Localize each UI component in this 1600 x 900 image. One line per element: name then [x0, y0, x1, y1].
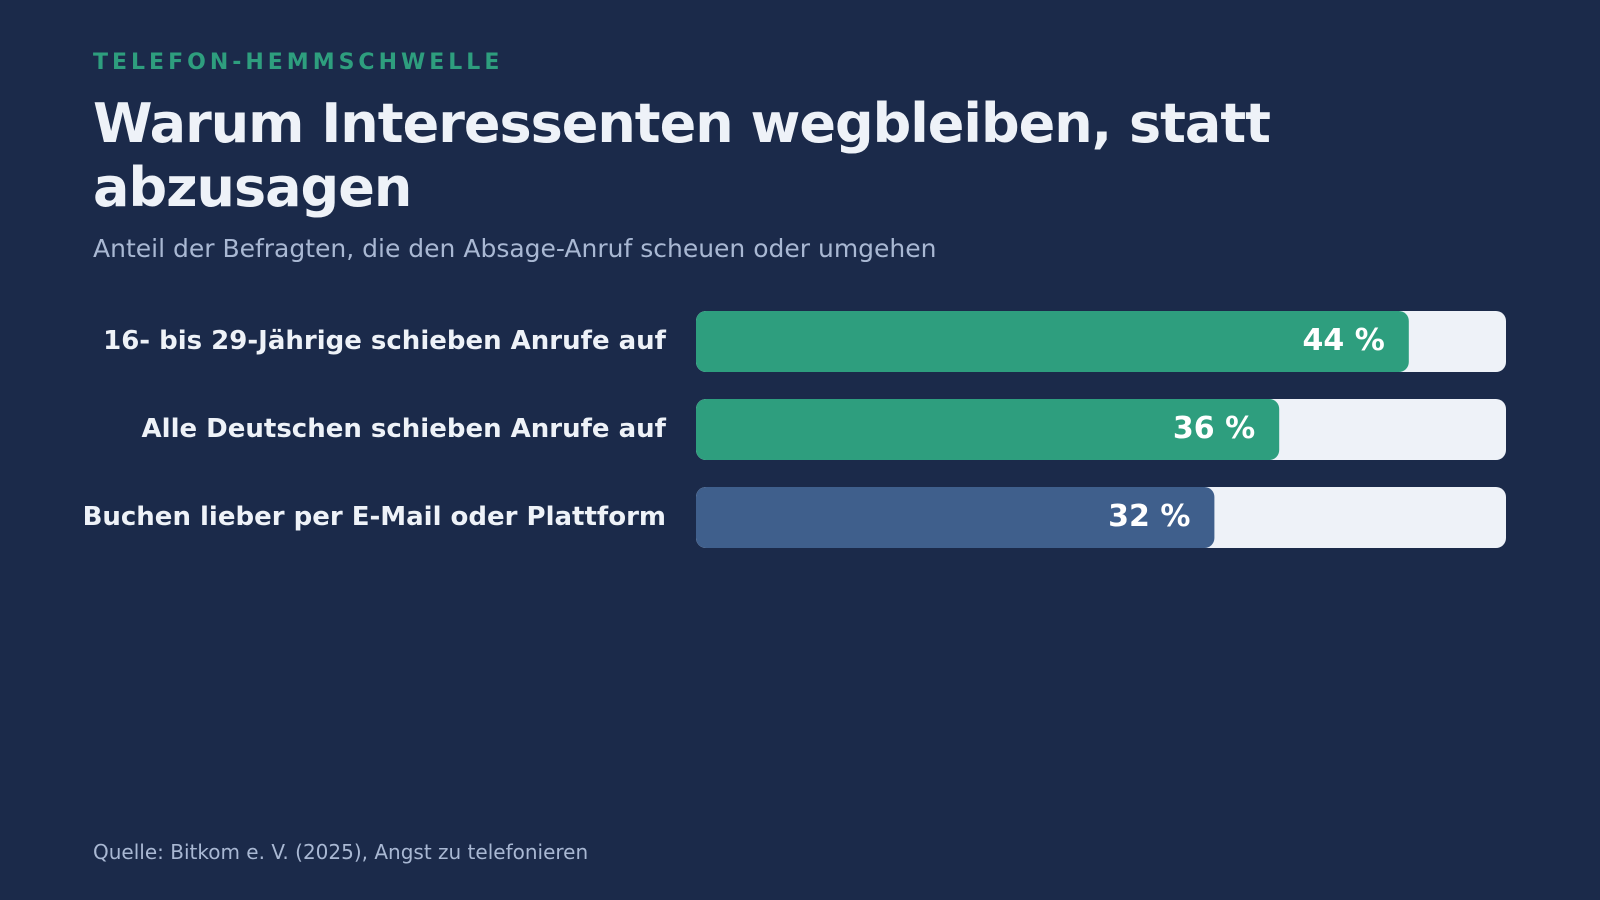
category-label: 16- bis 29-Jährige schieben Anrufe auf — [103, 326, 667, 356]
chart-title: Warum Interessenten wegbleiben, statt ab… — [93, 92, 1271, 219]
kicker: TELEFON-HEMMSCHWELLE — [93, 50, 504, 75]
bar — [696, 311, 1409, 372]
bar — [696, 399, 1280, 460]
category-label: Alle Deutschen schieben Anrufe auf — [142, 414, 667, 444]
chart-subtitle: Anteil der Befragten, die den Absage-Anr… — [93, 234, 937, 263]
value-label: 44 % — [1303, 323, 1385, 358]
value-label: 32 % — [1108, 499, 1190, 534]
chart: 16- bis 29-Jährige schieben Anrufe auf 44… — [83, 311, 1506, 548]
value-label: 36 % — [1173, 411, 1255, 446]
category-label: Buchen lieber per E-Mail oder Plattform — [83, 502, 666, 532]
source: Quelle: Bitkom e. V. (2025), Angst zu te… — [93, 840, 589, 864]
bar — [696, 487, 1215, 548]
